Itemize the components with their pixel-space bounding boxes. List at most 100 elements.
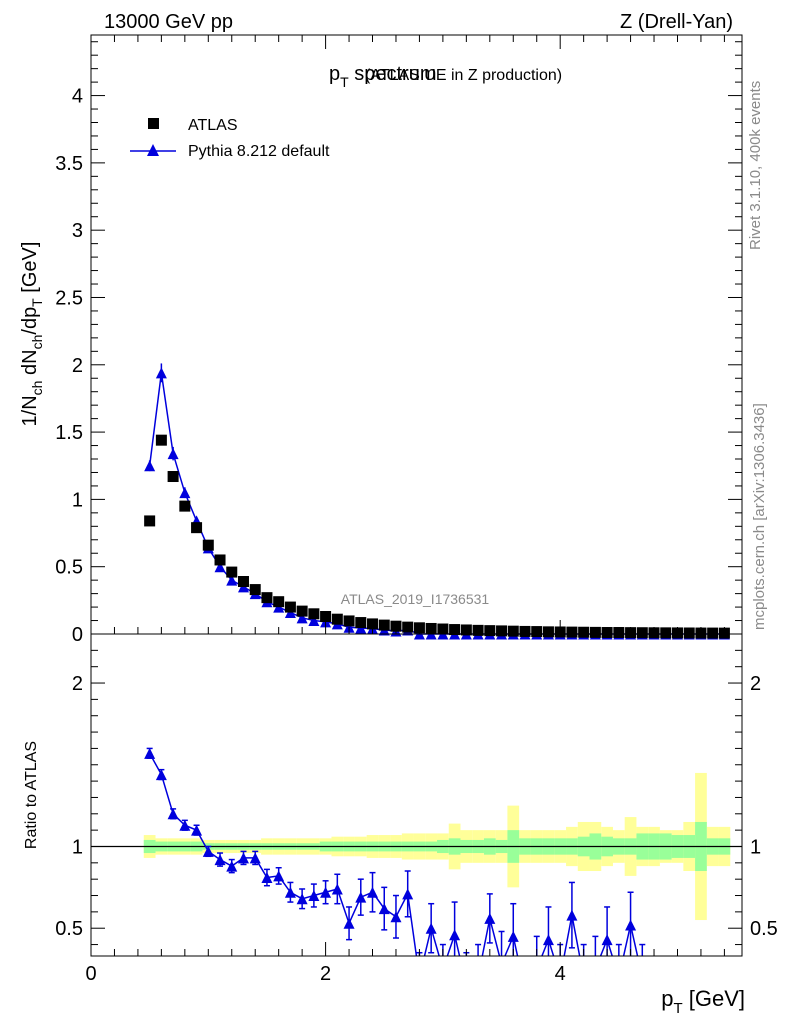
ratio-point: [473, 972, 484, 983]
ratio-plot-area: [91, 747, 742, 996]
ratio-point: [578, 972, 589, 983]
atlas-point: [683, 627, 695, 639]
atlas-point: [390, 620, 402, 632]
atlas-point: [179, 500, 191, 512]
pythia-point: [144, 460, 156, 472]
atlas-point: [261, 592, 273, 604]
atlas-point: [320, 611, 332, 623]
ratio-point: [378, 903, 390, 915]
pythia-point: [308, 615, 320, 627]
ratio-point: [402, 888, 414, 900]
ratio-y-axis-label: Ratio to ATLAS: [23, 741, 40, 849]
legend-pythia-marker: [147, 144, 159, 156]
ratio-point: [531, 964, 542, 975]
pythia-point: [226, 574, 238, 586]
pythia-point: [155, 367, 167, 379]
top-x-ticks: [90, 35, 725, 634]
atlas-point: [378, 619, 390, 631]
ratio-point: [520, 985, 531, 996]
ratio-x-tick-label: 0: [85, 963, 96, 985]
plot-title: pT spectrum: [329, 63, 437, 90]
atlas-point: [202, 539, 214, 551]
atlas-point: [343, 615, 355, 627]
x-axis-label: pT [GeV]: [661, 986, 745, 1017]
rivet-label: Rivet 3.1.10, 400k events: [747, 81, 764, 250]
ratio-point: [167, 808, 179, 820]
top-y-tick-label: 1.5: [55, 422, 83, 444]
atlas-point: [167, 471, 179, 483]
top-panel: 0 0.5 1 1.5 2 2.5 3 3.5 4 pT spectrum (ATLAS UE …: [19, 34, 743, 646]
ratio-point: [320, 886, 332, 898]
top-y-tick-label: 3: [72, 220, 83, 242]
atlas-point: [155, 434, 167, 446]
x-label-main: p: [661, 986, 673, 1011]
ratio-point: [367, 886, 379, 898]
top-y-axis-label: 1/Nch dNch/dpT [GeV]: [19, 242, 45, 427]
legend-pythia-label: Pythia 8.212 default: [188, 143, 330, 160]
mcplots-label: mcplots.cern.ch [arXiv:1306.3436]: [751, 403, 768, 630]
ratio-y-tick-label: 0.5: [55, 918, 83, 940]
ratio-point: [601, 934, 613, 946]
ratio-point: [425, 922, 437, 934]
ratio-point: [355, 891, 367, 903]
atlas-point: [425, 622, 437, 634]
ratio-y-tick-label-right: 2: [750, 673, 761, 695]
top-y-tick-label: 2: [72, 355, 83, 377]
bottom-panel: 0.5 0.5 1 1 2 2 0 2 4 Ratio to ATLAS pT [GeV]: [23, 633, 778, 1017]
ratio-point: [496, 959, 507, 970]
ratio-point: [343, 917, 355, 929]
ratio-point: [226, 860, 238, 872]
ratio-point: [542, 934, 554, 946]
x-label-sub: T: [673, 1000, 682, 1017]
pythia-point: [214, 561, 226, 573]
ratio-series: [144, 747, 648, 996]
legend-atlas-marker: [148, 118, 159, 129]
ratio-point: [214, 854, 226, 866]
ratio-point: [249, 852, 261, 864]
atlas-point: [367, 618, 379, 630]
atlas-point: [144, 515, 156, 527]
ratio-point: [590, 964, 601, 975]
ratio-x-tick-label: 2: [320, 963, 331, 985]
top-y-axis: 0 0.5 1 1.5 2 2.5 3 3.5 4: [55, 41, 742, 646]
ratio-point: [637, 972, 648, 983]
ratio-point: [484, 912, 496, 924]
ratio-point: [308, 890, 320, 902]
ratio-point: [625, 919, 637, 931]
title-rest: spectrum: [349, 63, 437, 85]
top-y-tick-label: 0: [72, 624, 83, 646]
atlas-point: [355, 617, 367, 629]
atlas-point: [472, 624, 484, 636]
atlas-point: [636, 627, 648, 639]
ratio-x-tick-label: 4: [555, 963, 566, 985]
analysis-label: ATLAS_2019_I1736531: [341, 591, 490, 607]
ratio-point: [449, 929, 461, 941]
atlas-point: [214, 554, 226, 566]
ratio-point: [331, 883, 343, 895]
atlas-point: [707, 627, 719, 639]
ratio-point: [296, 893, 308, 905]
ratio-point: [461, 980, 472, 991]
plot-subtitle: (ATLAS UE in Z production): [365, 67, 562, 84]
pythia-point: [296, 612, 308, 624]
atlas-point: [566, 626, 578, 638]
ratio-point: [284, 886, 296, 898]
top-y-tick-label: 0.5: [55, 557, 83, 579]
ratio-point: [566, 909, 578, 921]
ratio-point: [191, 824, 203, 836]
legend-atlas-label: ATLAS: [188, 117, 238, 134]
x-label-rest: [GeV]: [683, 986, 745, 1011]
legend: ATLAS Pythia 8.212 default: [130, 117, 330, 160]
atlas-point: [191, 522, 203, 534]
atlas-point: [331, 613, 343, 625]
energy-label: 13000 GeV pp: [104, 11, 233, 33]
bottom-y-axis: 0.5 0.5 1 1 2 2: [55, 649, 778, 946]
process-label: Z (Drell-Yan): [620, 11, 733, 33]
ratio-point: [507, 930, 519, 942]
bottom-frame: [90, 633, 743, 957]
ratio-point: [613, 972, 624, 983]
atlas-point: [226, 566, 238, 578]
top-y-tick-label: 2.5: [55, 287, 83, 309]
ratio-point: [179, 819, 191, 831]
